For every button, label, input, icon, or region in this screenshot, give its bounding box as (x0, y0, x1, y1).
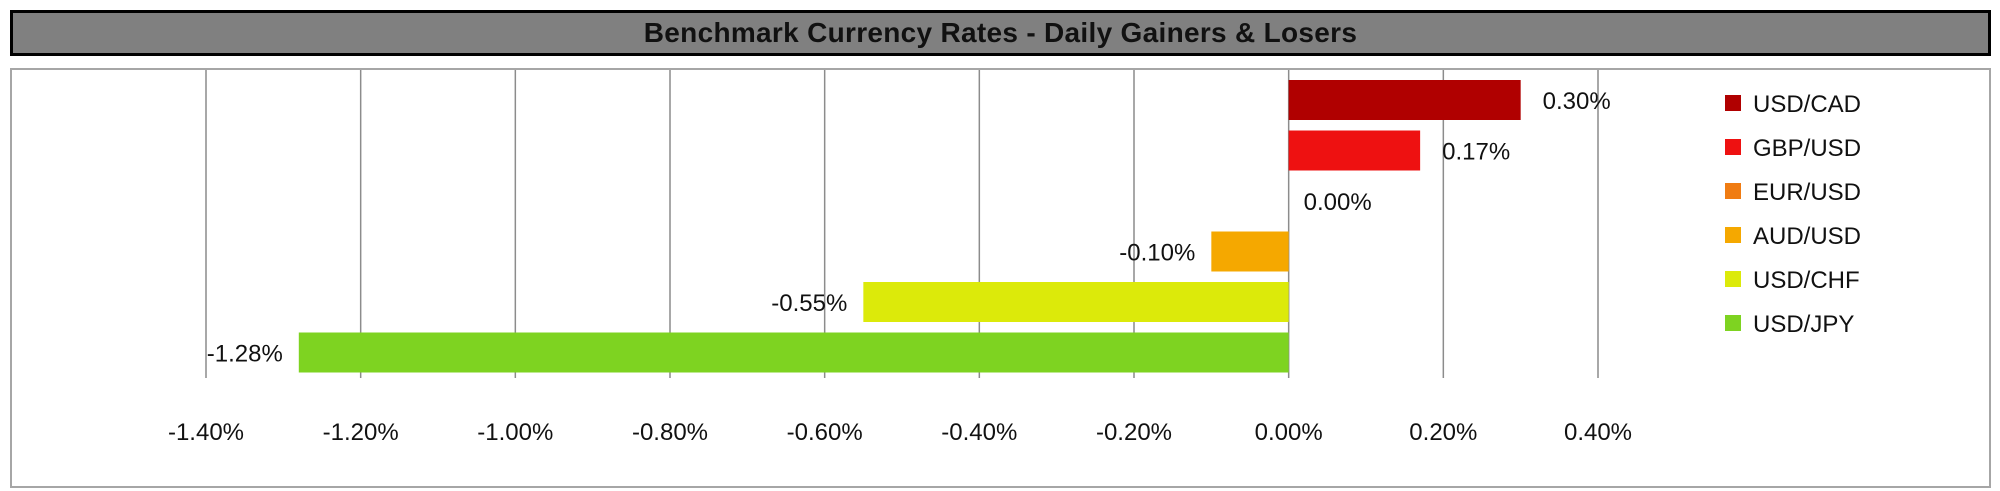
x-tick-label: -1.00% (477, 419, 553, 446)
legend-swatch (1725, 227, 1741, 243)
legend-label: USD/CAD (1753, 91, 1861, 118)
legend-swatch (1725, 139, 1741, 155)
chart-title: Benchmark Currency Rates - Daily Gainers… (643, 17, 1358, 48)
bar-usd-chf (863, 282, 1289, 322)
legend-label: GBP/USD (1753, 135, 1861, 162)
chart-title-bar: Benchmark Currency Rates - Daily Gainers… (10, 10, 1991, 56)
x-tick-label: -1.20% (323, 419, 399, 446)
data-label: -1.28% (207, 341, 283, 368)
legend-label: USD/CHF (1753, 267, 1860, 294)
x-tick-label: -0.80% (632, 419, 708, 446)
legend-label: EUR/USD (1753, 179, 1861, 206)
data-label: -0.10% (1119, 240, 1195, 267)
chart-frame (10, 68, 1991, 488)
bar-usd-jpy (298, 332, 1289, 373)
x-tick-label: -0.20% (1096, 419, 1172, 446)
x-tick-label: -0.60% (787, 419, 863, 446)
data-label: 0.30% (1543, 88, 1611, 115)
data-label: 0.00% (1304, 189, 1372, 216)
bar-aud-usd (1211, 231, 1289, 272)
x-tick-label: -0.40% (941, 419, 1017, 446)
legend-swatch (1725, 95, 1741, 111)
x-tick-label: 0.00% (1255, 419, 1323, 446)
bar-usd-cad (1288, 80, 1521, 120)
x-tick-label: -1.40% (168, 419, 244, 446)
legend-swatch (1725, 183, 1741, 199)
legend-label: AUD/USD (1753, 223, 1861, 250)
bar-gbp-usd (1288, 130, 1421, 171)
legend-swatch (1725, 315, 1741, 331)
legend-swatch (1725, 271, 1741, 287)
x-tick-label: 0.20% (1409, 419, 1477, 446)
legend-label: USD/JPY (1753, 311, 1854, 338)
data-label: 0.17% (1442, 139, 1510, 166)
data-label: -0.55% (771, 290, 847, 317)
x-tick-label: 0.40% (1564, 419, 1632, 446)
